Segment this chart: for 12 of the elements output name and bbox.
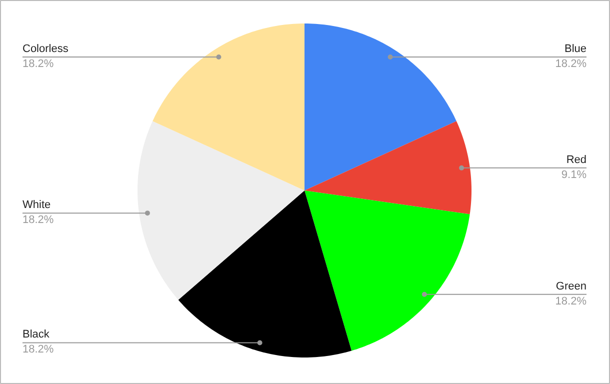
data-label: 9.1% (561, 168, 587, 181)
slice-label: Blue (564, 43, 587, 56)
slice-label: Red (566, 154, 587, 166)
data-label: 18.2% (555, 58, 587, 70)
slice-label: Black (22, 328, 50, 341)
data-label: 18.2% (22, 214, 54, 226)
slice-label: Green (556, 280, 587, 292)
data-label: 18.2% (22, 344, 54, 356)
data-label: 18.2% (22, 58, 54, 70)
data-label: 18.2% (555, 295, 587, 308)
slice-label: Colorless (22, 43, 69, 56)
slice-label: White (22, 199, 51, 212)
